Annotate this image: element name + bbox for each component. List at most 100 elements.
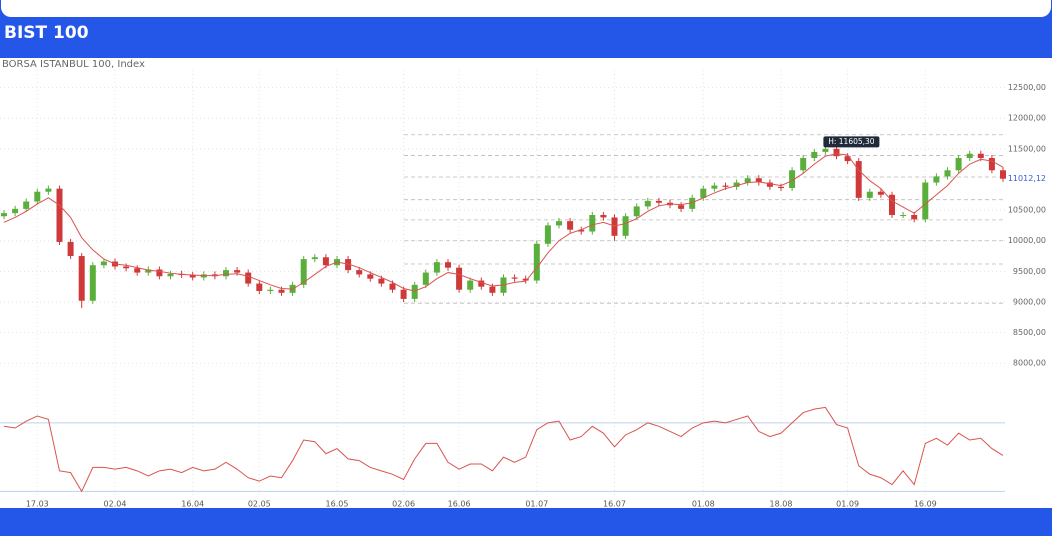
y-tick-label: 10500,00 <box>1008 206 1046 215</box>
y-tick-label: 8000,00 <box>1013 359 1046 368</box>
y-tick-label: 12000,00 <box>1008 114 1046 123</box>
candle-body <box>556 221 562 226</box>
candle-body <box>966 153 973 159</box>
candle-body <box>145 269 152 273</box>
candle-body <box>156 269 163 277</box>
candle-body <box>900 214 907 216</box>
candle-body <box>700 188 707 198</box>
candle-body <box>134 268 141 273</box>
candle-body <box>567 221 574 230</box>
candle-body <box>389 283 396 290</box>
y-tick-label: 10000,00 <box>1008 236 1046 245</box>
candle-body <box>1000 170 1006 179</box>
candle-body <box>755 178 762 183</box>
x-tick-label: 02.04 <box>104 500 127 509</box>
candle-body <box>100 261 107 266</box>
x-tick-label: 01.08 <box>692 500 715 509</box>
candle-body <box>300 259 307 285</box>
candle-body <box>722 185 729 187</box>
candle-body <box>12 208 19 214</box>
candle-body <box>600 214 607 218</box>
candle-body <box>877 191 884 195</box>
candle-body <box>744 178 751 183</box>
candle-body <box>800 158 807 171</box>
candle-body <box>234 270 241 273</box>
candle-body <box>456 267 463 290</box>
ma-line <box>3 153 1004 292</box>
candle-body <box>189 275 196 278</box>
top-strip <box>1 0 1051 17</box>
candle-body <box>311 257 318 260</box>
x-tick-label: 17.03 <box>26 500 49 509</box>
candle-body <box>267 289 274 291</box>
candle-body <box>778 186 784 189</box>
candle-body <box>89 265 96 301</box>
candle-body <box>67 241 74 257</box>
candle-body <box>622 216 629 236</box>
candle-body <box>45 188 52 192</box>
high-label: H: 11605,30 <box>828 137 875 146</box>
candle-body <box>23 201 30 209</box>
candle-body <box>544 225 551 244</box>
candle-body <box>34 191 41 202</box>
candle-body <box>578 229 585 232</box>
candle-body <box>489 286 496 293</box>
candle-body <box>855 161 862 198</box>
candle-body <box>522 278 529 281</box>
candle-body <box>378 278 385 284</box>
candle-body <box>400 289 407 299</box>
candle-body <box>167 273 174 277</box>
y-tick-label: 11500,00 <box>1008 144 1046 153</box>
candle-body <box>511 277 518 279</box>
candle-body <box>422 272 429 285</box>
x-tick-label: 02.06 <box>392 500 415 509</box>
x-tick-label: 16.09 <box>914 500 937 509</box>
candle-body <box>345 259 352 271</box>
candle-body <box>467 280 474 290</box>
x-tick-label: 16.06 <box>448 500 471 509</box>
y-tick-label: 9500,00 <box>1013 267 1046 276</box>
candle-body <box>256 283 263 291</box>
last-label: 11012,12 <box>1008 174 1046 183</box>
candle-body <box>633 206 640 217</box>
candle-body <box>644 200 651 207</box>
x-tick-label: 16.05 <box>326 500 349 509</box>
candle-body <box>733 182 740 187</box>
oscillator-line <box>3 406 1004 493</box>
candle-body <box>433 262 440 273</box>
candle-body <box>411 284 418 299</box>
candle-body <box>689 197 696 209</box>
candle-body <box>1 213 7 217</box>
candle-body <box>78 256 85 301</box>
candle-body <box>789 170 796 189</box>
high-label-box <box>823 136 880 148</box>
candle-body <box>278 289 285 293</box>
y-tick-label: 9000,00 <box>1013 297 1046 306</box>
candle-body <box>933 176 940 183</box>
candle-body <box>844 156 851 162</box>
candle-body <box>655 200 662 203</box>
candle-body <box>445 262 451 268</box>
candle-body <box>367 274 374 279</box>
candle-body <box>833 148 840 157</box>
candle-body <box>988 158 995 171</box>
candle-body <box>245 272 252 284</box>
candle-body <box>56 188 63 242</box>
x-tick-label: 02.05 <box>248 500 271 509</box>
y-tick-label: 12500,00 <box>1008 83 1046 92</box>
chart-subtitle: BORSA ISTANBUL 100, Index <box>2 59 145 70</box>
candle-body <box>889 194 895 215</box>
candle-body <box>533 243 540 281</box>
candle-body <box>944 170 951 177</box>
x-tick-label: 01.07 <box>525 500 548 509</box>
candle-body <box>223 270 229 277</box>
candle-body <box>911 214 918 220</box>
candle-body <box>711 185 718 189</box>
candle-body <box>478 280 485 287</box>
x-tick-label: 18.08 <box>770 500 793 509</box>
x-tick-label: 01.09 <box>836 500 859 509</box>
candle-body <box>322 257 329 266</box>
candle-body <box>811 151 818 159</box>
x-tick-label: 16.07 <box>603 500 626 509</box>
